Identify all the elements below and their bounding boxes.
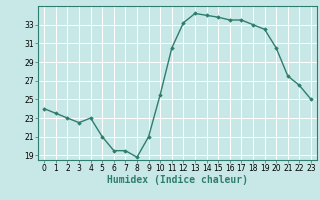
- X-axis label: Humidex (Indice chaleur): Humidex (Indice chaleur): [107, 175, 248, 185]
